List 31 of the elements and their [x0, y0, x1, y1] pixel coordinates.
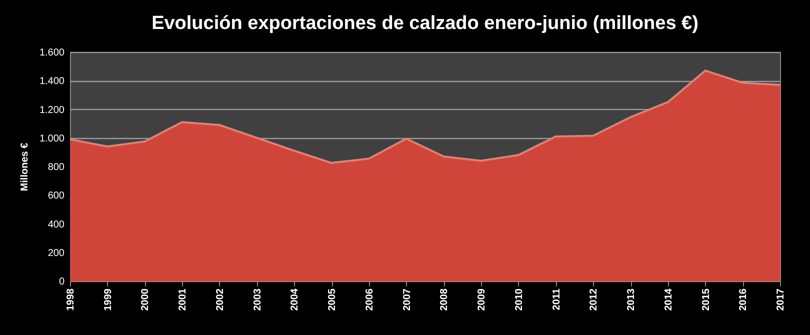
y-tick-label: 1.400 — [39, 76, 65, 88]
y-tick-label: 1.600 — [39, 48, 65, 58]
x-tick-label: 2007 — [402, 288, 413, 311]
x-tick-label: 2016 — [738, 288, 750, 311]
x-tick-label: 2013 — [626, 288, 638, 311]
x-tick-label: 2000 — [140, 288, 152, 311]
x-tick-label: 2010 — [514, 288, 525, 311]
x-tick-label: 1998 — [66, 288, 76, 311]
x-tick-label: 2017 — [776, 288, 786, 311]
x-tick-label: 2006 — [364, 288, 376, 311]
y-tick-label: 400 — [48, 219, 65, 230]
chart-title: Evolución exportaciones de calzado enero-junio (millones €) — [152, 13, 698, 34]
x-tick-label: 2008 — [439, 288, 450, 311]
x-tick-label: 2002 — [214, 288, 226, 311]
x-tick-label: 2003 — [252, 288, 264, 311]
x-tick-label: 2011 — [551, 288, 562, 310]
x-tick-label: 2014 — [663, 288, 674, 311]
y-tick-label: 0 — [58, 276, 65, 288]
y-tick-label: 1.000 — [39, 133, 65, 144]
y-tick-label: 200 — [48, 248, 65, 259]
x-tick-label: 2012 — [588, 288, 600, 311]
y-tick-label: 1.200 — [39, 104, 65, 116]
x-tick-label: 1999 — [102, 288, 114, 311]
y-tick-label: 800 — [48, 162, 65, 173]
y-tick-label: 600 — [48, 190, 65, 202]
x-tick-label: 2015 — [700, 288, 712, 311]
x-tick-label: 2004 — [290, 288, 301, 311]
x-tick-label: 2009 — [476, 288, 488, 311]
x-tick-label: 2005 — [327, 288, 338, 311]
x-tick-label: 2001 — [178, 288, 189, 311]
y-axis-title: Millones € — [19, 142, 30, 192]
